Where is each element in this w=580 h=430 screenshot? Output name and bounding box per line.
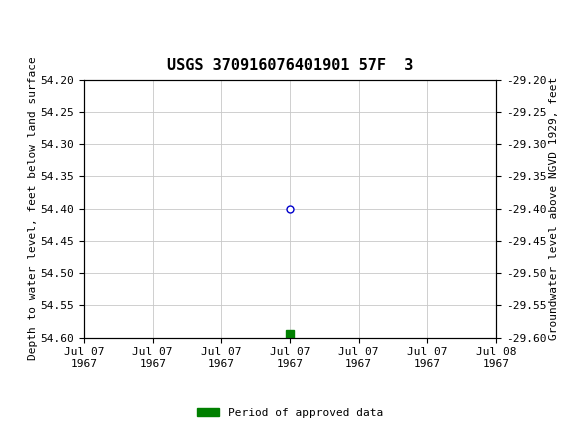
Text: ≋USGS: ≋USGS: [3, 4, 79, 24]
Y-axis label: Groundwater level above NGVD 1929, feet: Groundwater level above NGVD 1929, feet: [549, 77, 559, 340]
Legend: Period of approved data: Period of approved data: [193, 403, 387, 422]
Text: USGS 370916076401901 57F  3: USGS 370916076401901 57F 3: [167, 58, 413, 73]
Bar: [287, 331, 293, 338]
Y-axis label: Depth to water level, feet below land surface: Depth to water level, feet below land su…: [28, 57, 38, 360]
FancyBboxPatch shape: [4, 2, 38, 26]
